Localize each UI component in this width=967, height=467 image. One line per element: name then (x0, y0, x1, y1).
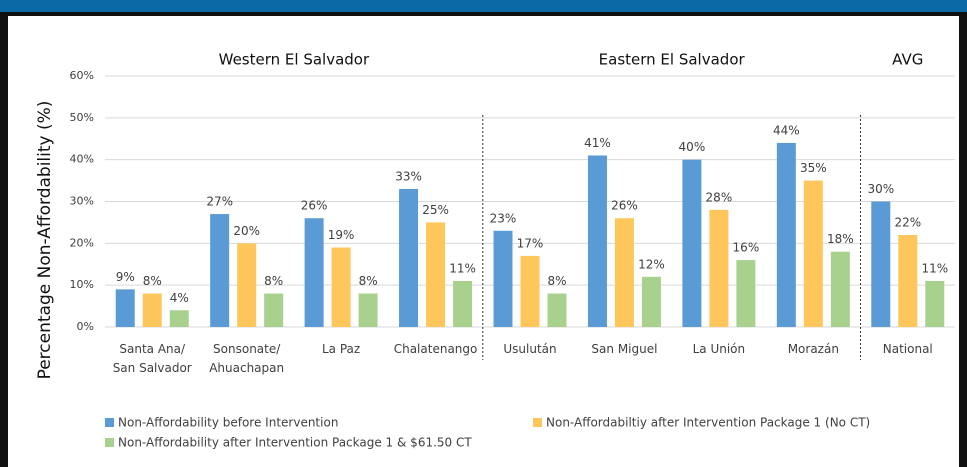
data-label: 27% (206, 195, 233, 209)
y-tick-label: 50% (70, 111, 94, 124)
data-label: 20% (233, 224, 260, 238)
legend-label: Non-Affordabiltiy after Intervention Pac… (546, 416, 870, 430)
data-label: 30% (867, 182, 894, 196)
bar (115, 289, 135, 327)
bar (237, 243, 257, 327)
x-tick-label: Santa Ana/ San Salvador (112, 342, 192, 375)
data-label: 11% (449, 261, 476, 275)
bar (520, 255, 540, 327)
data-label: 41% (584, 136, 611, 150)
bar (142, 293, 162, 327)
y-tick-label: 10% (70, 278, 94, 291)
data-label: 11% (921, 261, 948, 275)
bar (830, 251, 850, 327)
x-tick-label: Morazán (787, 342, 839, 356)
data-label: 12% (638, 257, 665, 271)
y-tick-label: 40% (70, 153, 94, 166)
bar (493, 230, 513, 327)
bar (925, 280, 945, 327)
data-label: 8% (547, 274, 566, 288)
data-label: 8% (264, 274, 283, 288)
page: Percentage Non-Affordability (%) 0% 10% 20… (0, 12, 967, 467)
x-tick-label: La Unión (692, 342, 746, 356)
bar (682, 159, 702, 327)
bar (641, 276, 661, 327)
bar (709, 209, 729, 327)
data-label: 18% (827, 232, 854, 246)
data-label: 40% (679, 140, 706, 154)
bar (426, 222, 446, 327)
group-label: Eastern El Salvador (599, 51, 746, 69)
data-label: 9% (116, 270, 135, 284)
bar (304, 218, 324, 327)
bar (169, 310, 189, 327)
data-label: 23% (490, 211, 517, 225)
bar (331, 247, 351, 327)
bar (210, 214, 230, 327)
data-label: 17% (517, 236, 544, 250)
bar (776, 142, 796, 327)
chart: Percentage Non-Affordability (%) 0% 10% 20… (35, 51, 955, 450)
bar (614, 218, 634, 327)
group-label: AVG (892, 51, 923, 69)
data-label: 8% (359, 274, 378, 288)
y-tick-label: 30% (70, 195, 94, 208)
legend-label: Non-Affordability after Intervention Pac… (118, 436, 472, 450)
group-label: Western El Salvador (219, 51, 370, 69)
data-label: 44% (773, 123, 800, 137)
x-tick-label: National (882, 342, 933, 356)
data-label: 19% (328, 228, 355, 242)
x-tick-label: Usulután (503, 342, 557, 356)
data-label: 16% (733, 241, 760, 255)
legend-label: Non-Affordability before Intervention (118, 416, 338, 430)
y-axis-label: Percentage Non-Affordability (%) (35, 101, 55, 380)
legend-swatch (533, 418, 542, 427)
bar (587, 155, 607, 327)
y-tick-label: 20% (70, 236, 94, 249)
bar (358, 293, 378, 327)
y-tick-label: 0% (77, 320, 94, 333)
data-label: 22% (894, 215, 921, 229)
bar (453, 280, 473, 327)
bar (803, 180, 823, 327)
bar (736, 260, 756, 327)
data-label: 8% (143, 274, 162, 288)
data-label: 4% (170, 291, 189, 305)
y-tick-label: 60% (70, 69, 94, 82)
bar (264, 293, 284, 327)
bar (898, 234, 918, 327)
data-label: 25% (422, 203, 449, 217)
data-label: 26% (301, 199, 328, 213)
x-tick-label: La Paz (322, 342, 361, 356)
data-label: 33% (395, 169, 422, 183)
bar (871, 201, 891, 327)
x-tick-label: Sonsonate/ Ahuachapan (209, 342, 285, 375)
bar (547, 293, 567, 327)
legend-swatch (105, 438, 114, 447)
legend-swatch (105, 418, 114, 427)
x-tick-label: San Miguel (591, 342, 658, 356)
data-label: 35% (800, 161, 827, 175)
x-tick-label: Chalatenango (393, 342, 478, 356)
bar (399, 188, 419, 327)
data-label: 26% (611, 199, 638, 213)
data-label: 28% (706, 190, 733, 204)
